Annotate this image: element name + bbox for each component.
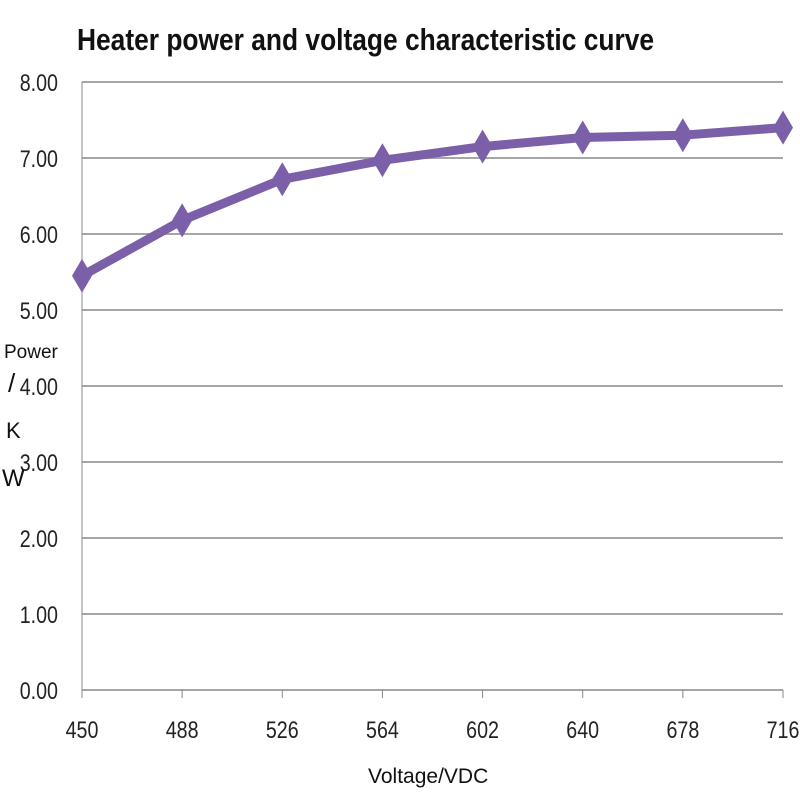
- y-axis-label-part: Power: [4, 342, 58, 363]
- y-tick-label: 8.00: [20, 69, 58, 96]
- data-point-marker: [172, 203, 193, 238]
- series-line: [79, 123, 784, 280]
- y-tick-label: 4.00: [20, 373, 58, 400]
- x-tick-label: 488: [166, 716, 199, 743]
- data-point-marker: [672, 118, 693, 153]
- x-tick-label: 526: [266, 716, 299, 743]
- x-tick-label: 640: [566, 716, 599, 743]
- y-tick-label: 3.00: [20, 449, 58, 476]
- x-tick-label: 602: [466, 716, 499, 743]
- x-tick-label: 716: [767, 716, 800, 743]
- y-tick-label: 7.00: [20, 145, 58, 172]
- data-point-marker: [572, 120, 593, 155]
- y-tick-label: 5.00: [20, 297, 58, 324]
- data-point-marker: [372, 143, 393, 178]
- x-tick-label: 678: [666, 716, 699, 743]
- y-axis-label-part: W: [2, 465, 25, 492]
- data-point-marker: [272, 162, 293, 197]
- x-tick-label: 450: [66, 716, 99, 743]
- data-point-marker: [773, 110, 793, 145]
- y-tick-label: 1.00: [20, 601, 58, 628]
- x-axis-label: Voltage/VDC: [368, 765, 489, 788]
- y-tick-label: 0.00: [20, 677, 58, 704]
- data-point-marker: [472, 129, 493, 164]
- y-axis-label-part: /: [8, 368, 16, 398]
- y-tick-label: 6.00: [20, 221, 58, 248]
- y-axis-label-part: K: [6, 418, 21, 443]
- data-point-marker: [72, 258, 92, 293]
- y-tick-label: 2.00: [20, 525, 58, 552]
- chart-title: Heater power and voltage characteristic …: [76, 22, 655, 57]
- x-tick-label: 564: [366, 716, 399, 743]
